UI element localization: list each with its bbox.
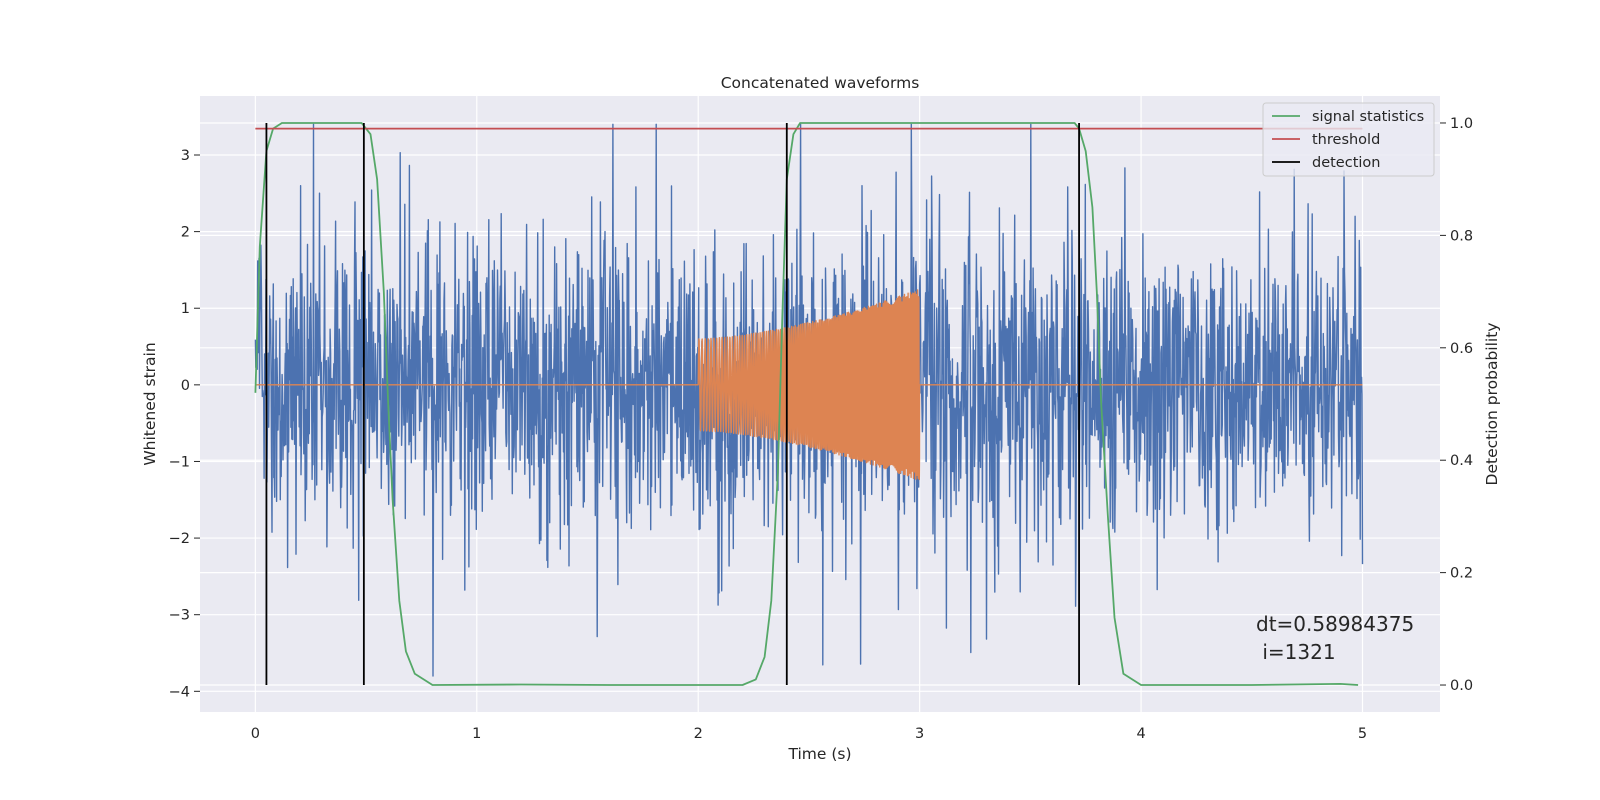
x-tick-label-5: 5 — [1358, 726, 1367, 742]
y-tick-label-7: 3 — [181, 148, 190, 164]
legend-label-statistics: signal statistics — [1312, 109, 1424, 125]
y2-tick-label-2: 0.4 — [1450, 453, 1473, 469]
y-tick-label-1: −3 — [169, 608, 190, 624]
y2-tick-label-5: 1.0 — [1450, 116, 1473, 132]
plot-area — [254, 122, 1364, 686]
legend: signal statistics threshold detection — [1262, 102, 1435, 177]
annotation-index: i=1321 — [1256, 640, 1336, 664]
y2-tick-label-1: 0.2 — [1450, 566, 1473, 582]
legend-label-threshold: threshold — [1312, 132, 1380, 148]
chirp-series-line — [255, 289, 1363, 481]
axes: 0 1 2 3 4 5 −4 −3 −2 −1 0 1 2 3 0.0 0.2 0.4 0.6 0.8 1.0 — [169, 116, 1473, 742]
y2-tick-label-3: 0.6 — [1450, 341, 1473, 357]
x-tick-label-4: 4 — [1136, 726, 1145, 742]
y-axis-title: Whitened strain — [141, 342, 159, 465]
y-tick-label-2: −2 — [169, 531, 190, 547]
x-tick-label-2: 2 — [694, 726, 703, 742]
y2-tick-label-0: 0.0 — [1450, 678, 1473, 694]
x-tick-label-1: 1 — [472, 726, 481, 742]
y-tick-label-0: −4 — [169, 684, 190, 700]
annotation-dt: dt=0.58984375 — [1256, 612, 1414, 636]
legend-box — [1262, 102, 1435, 177]
y2-tick-label-4: 0.8 — [1450, 228, 1473, 244]
chart-title: Concatenated waveforms — [721, 74, 920, 92]
x-tick-label-0: 0 — [251, 726, 260, 742]
legend-label-detection: detection — [1312, 155, 1380, 171]
x-tick-label-3: 3 — [915, 726, 924, 742]
y-tick-label-3: −1 — [169, 454, 190, 470]
y-tick-label-6: 2 — [181, 225, 190, 241]
y-tick-label-5: 1 — [181, 301, 190, 317]
noise-series-line — [254, 123, 1364, 677]
y-tick-label-4: 0 — [181, 378, 190, 394]
x-axis-title: Time (s) — [787, 745, 851, 763]
y2-axis-title: Detection probability — [1483, 323, 1501, 486]
